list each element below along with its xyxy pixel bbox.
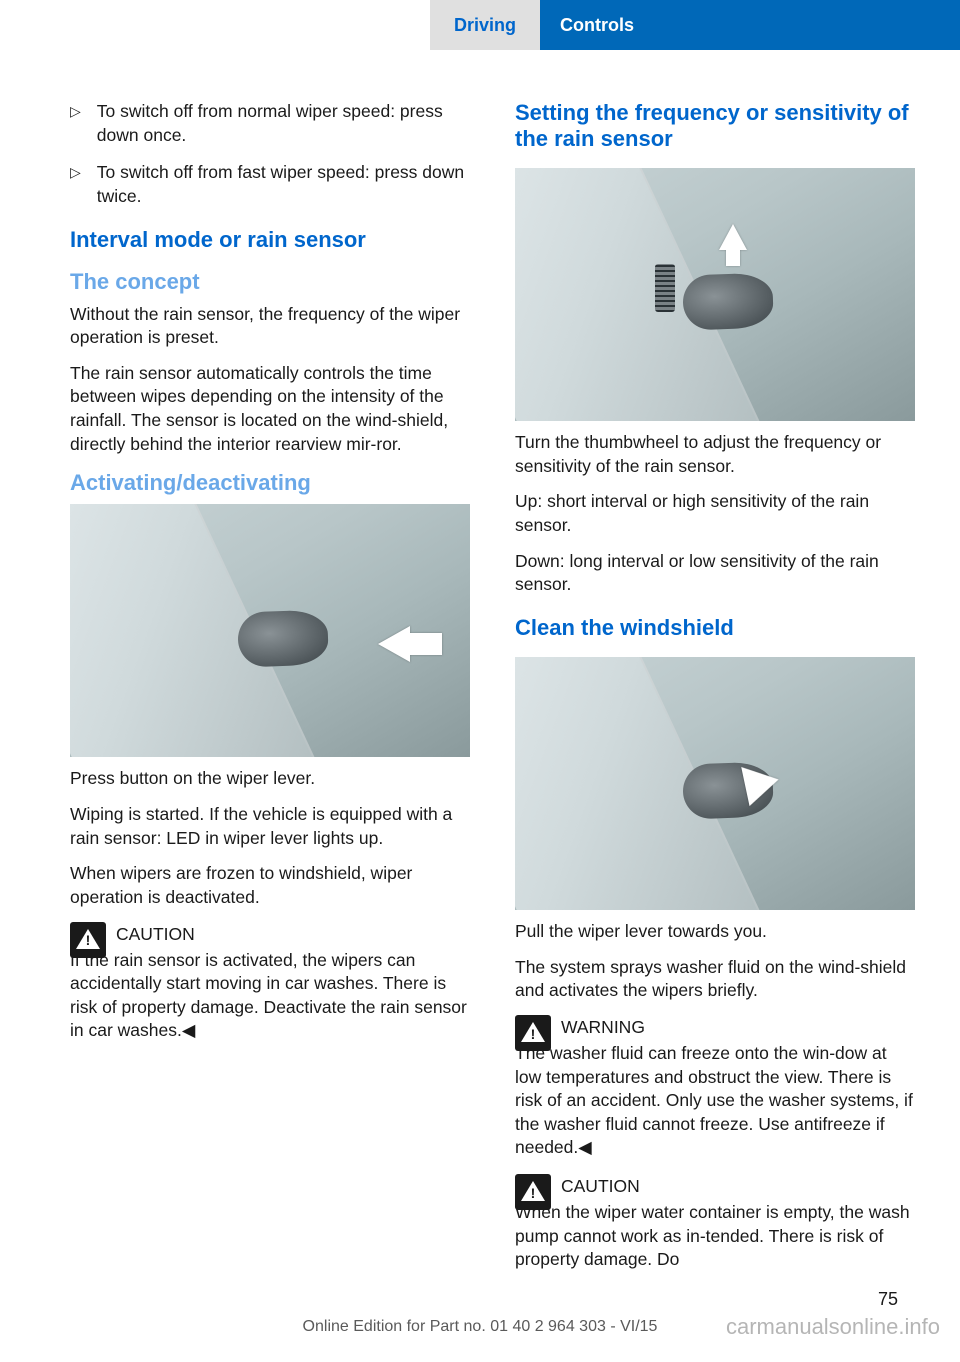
caution-title: CAUTION [116,922,470,945]
page-number: 75 [878,1289,898,1310]
figure-thumbwheel [515,168,915,421]
switch-off-list: ▷ To switch off from normal wiper speed:… [70,100,470,209]
list-item-text: To switch off from normal wiper speed: p… [97,100,470,147]
warning-block: WARNING The washer fluid can freeze onto… [515,1015,915,1160]
caution-block: CAUTION If the rain sensor is activated,… [70,922,470,1044]
watermark: carmanualsonline.info [726,1314,940,1340]
paragraph: When wipers are frozen to windshield, wi… [70,862,470,909]
header-tab-driving: Driving [430,0,540,50]
page-content: ▷ To switch off from normal wiper speed:… [0,50,960,1272]
page-header: Driving Controls [0,0,960,50]
left-column: ▷ To switch off from normal wiper speed:… [70,100,470,1272]
paragraph: Press button on the wiper lever. [70,767,470,791]
right-column: Setting the frequency or sensitivity of … [515,100,915,1272]
figure-pull-lever [515,657,915,910]
paragraph: Down: long interval or low sensitivity o… [515,550,915,597]
list-item: ▷ To switch off from normal wiper speed:… [70,100,470,147]
heading-clean-windshield: Clean the windshield [515,615,915,641]
paragraph: Pull the wiper lever towards you. [515,920,915,944]
caution-icon [70,922,106,958]
bullet-marker-icon: ▷ [70,161,81,208]
warning-icon [515,1015,551,1051]
caution-text: When the wiper water container is empty,… [515,1201,915,1272]
caution-text: If the rain sensor is activated, the wip… [70,949,470,1044]
heading-interval-mode: Interval mode or rain sensor [70,227,470,253]
caution-title: CAUTION [561,1174,915,1197]
caution-block-2: CAUTION When the wiper water container i… [515,1174,915,1272]
heading-activating: Activating/deactivating [70,470,470,496]
paragraph: Wiping is started. If the vehicle is equ… [70,803,470,850]
list-item: ▷ To switch off from fast wiper speed: p… [70,161,470,208]
warning-text: The washer fluid can freeze onto the win… [515,1042,915,1160]
paragraph: The system sprays washer fluid on the wi… [515,956,915,1003]
caution-icon [515,1174,551,1210]
figure-wiper-lever-activate [70,504,470,757]
header-tab-controls: Controls [540,0,960,50]
paragraph: The rain sensor automatically controls t… [70,362,470,457]
paragraph: Without the rain sensor, the frequency o… [70,303,470,350]
bullet-marker-icon: ▷ [70,100,81,147]
warning-title: WARNING [561,1015,915,1038]
heading-the-concept: The concept [70,269,470,295]
paragraph: Up: short interval or high sensitivity o… [515,490,915,537]
paragraph: Turn the thumbwheel to adjust the freque… [515,431,915,478]
list-item-text: To switch off from fast wiper speed: pre… [97,161,470,208]
heading-frequency: Setting the frequency or sensitivity of … [515,100,915,152]
